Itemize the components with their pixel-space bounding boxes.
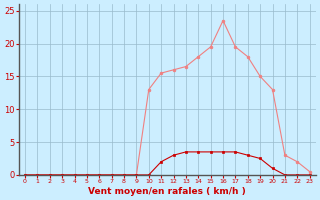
X-axis label: Vent moyen/en rafales ( km/h ): Vent moyen/en rafales ( km/h ) — [88, 187, 246, 196]
